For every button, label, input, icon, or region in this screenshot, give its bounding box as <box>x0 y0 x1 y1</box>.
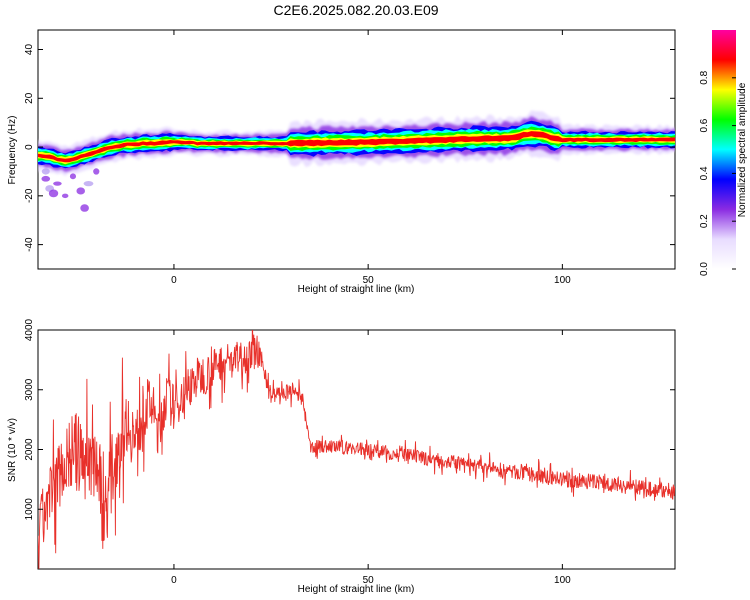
x-tick-label: 50 <box>363 275 375 286</box>
spectrogram-blob <box>48 189 59 198</box>
bottom-y-axis-label: SNR (10 * v/v) <box>7 418 18 482</box>
colorbar: 0.0 0.2 0.4 0.6 0.8 Normalized spectral ampl… <box>699 30 748 276</box>
top-x-axis-label: Height of straight line (km) <box>298 284 415 295</box>
spectrogram-blob <box>41 168 50 175</box>
snr-panel: 0 50 100 1000 2000 3000 4000 Height of straig… <box>7 318 676 595</box>
spectrogram-heat <box>38 110 675 212</box>
bottom-x-axis-label: Height of straight line (km) <box>298 584 415 595</box>
top-x-ticks: 0 50 100 <box>171 30 571 286</box>
colorbar-label: Normalized spectral amplitude <box>737 82 748 217</box>
top-y-axis-label: Frequency (Hz) <box>7 116 18 185</box>
colorbar-tick-label: 0.0 <box>699 262 710 276</box>
colorbar-ticks: 0.0 0.2 0.4 0.6 0.8 <box>699 70 736 276</box>
spectrogram-blob <box>80 204 89 212</box>
y-tick-label: 3000 <box>24 378 35 401</box>
y-tick-label: 2000 <box>24 438 35 461</box>
y-tick-label: -40 <box>24 237 35 252</box>
x-tick-label: 100 <box>554 275 571 286</box>
x-tick-label: 0 <box>171 575 177 586</box>
bottom-y-ticks: 1000 2000 3000 4000 <box>24 318 675 520</box>
spectrogram-blob <box>83 181 94 187</box>
colorbar-tick-label: 0.6 <box>699 118 710 132</box>
spectrogram-blob <box>76 187 85 195</box>
y-tick-label: 0 <box>24 144 35 150</box>
x-tick-label: 100 <box>554 575 571 586</box>
spectrogram-blob <box>69 173 77 180</box>
y-tick-label: 4000 <box>24 318 35 341</box>
colorbar-tick-label: 0.2 <box>699 214 710 228</box>
x-tick-label: 50 <box>363 575 375 586</box>
colorbar-tick-label: 0.8 <box>699 70 710 84</box>
y-tick-label: 40 <box>24 44 35 56</box>
colorbar-tick-label: 0.4 <box>699 166 710 180</box>
spectrogram-blob <box>53 181 62 186</box>
spectrogram-blob <box>41 175 51 182</box>
x-tick-label: 0 <box>171 275 177 286</box>
spectrogram-blob <box>61 193 69 199</box>
bottom-x-ticks: 0 50 100 <box>171 330 571 586</box>
snr-series-line <box>38 330 675 569</box>
figure-title: C2E6.2025.082.20.03.E09 <box>273 2 438 18</box>
colorbar-gradient <box>712 30 736 269</box>
spectrogram-panel: 0 50 100 -40 -20 0 20 40 Height of straight li… <box>7 29 676 295</box>
top-y-ticks: -40 -20 0 20 40 <box>24 44 675 252</box>
y-tick-label: -20 <box>24 188 35 203</box>
spectrogram-band <box>38 131 675 163</box>
spectrogram-blob <box>93 168 100 175</box>
y-tick-label: 20 <box>24 92 35 104</box>
y-tick-label: 1000 <box>24 498 35 521</box>
